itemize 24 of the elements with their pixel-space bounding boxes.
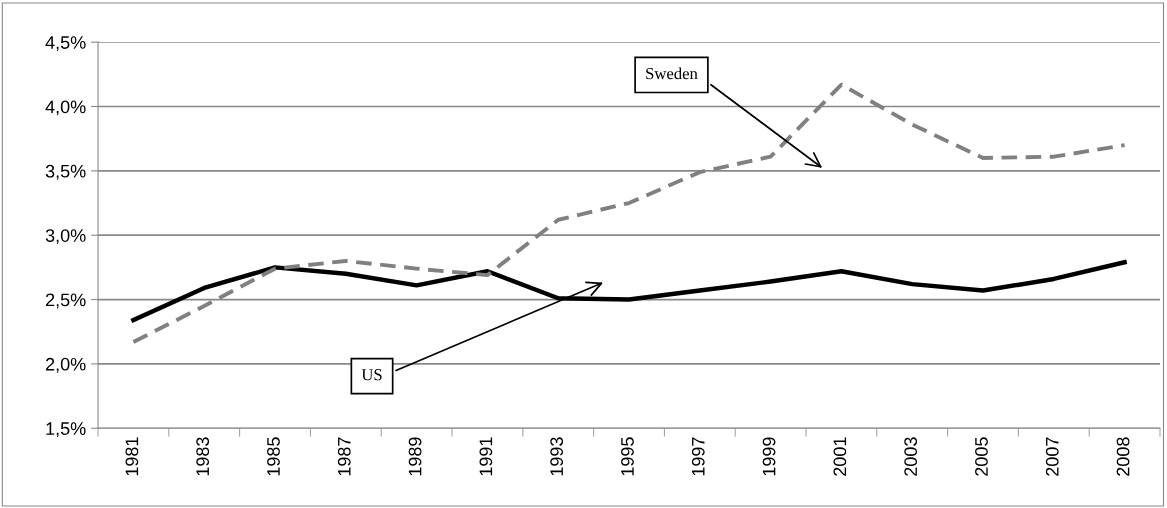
x-tick-label: 2008 xyxy=(1116,437,1130,476)
y-tick-label: 3,0% xyxy=(45,229,86,245)
x-tick-label: 1993 xyxy=(550,437,564,476)
y-tick-label: 4,5% xyxy=(45,36,86,52)
x-tick-label: 1999 xyxy=(762,437,776,476)
annotation: Sweden xyxy=(646,67,698,80)
x-tick-label: 1991 xyxy=(479,437,493,476)
annotation: US xyxy=(361,369,382,381)
y-tick-label: 1,5% xyxy=(46,422,86,438)
y-tick-label: 3,5% xyxy=(45,164,86,180)
x-tick-label: 2003 xyxy=(904,437,918,476)
x-tick-label: 1983 xyxy=(196,437,210,476)
x-tick-label: 1989 xyxy=(408,437,422,476)
x-tick-label: 1997 xyxy=(691,437,705,476)
x-tick-label: 2007 xyxy=(1045,437,1059,476)
y-tick-label: 4,0% xyxy=(45,100,86,116)
x-tick-label: 1985 xyxy=(267,437,280,476)
x-tick-label: 1981 xyxy=(125,437,139,476)
x-tick-label: 1995 xyxy=(621,437,634,476)
x-tick-label: 2001 xyxy=(833,437,847,476)
x-tick-label: 1987 xyxy=(337,437,351,476)
y-tick-label: 2,0% xyxy=(45,357,86,373)
x-tick-label: 2005 xyxy=(975,437,988,476)
y-tick-label: 2,5% xyxy=(45,293,86,309)
